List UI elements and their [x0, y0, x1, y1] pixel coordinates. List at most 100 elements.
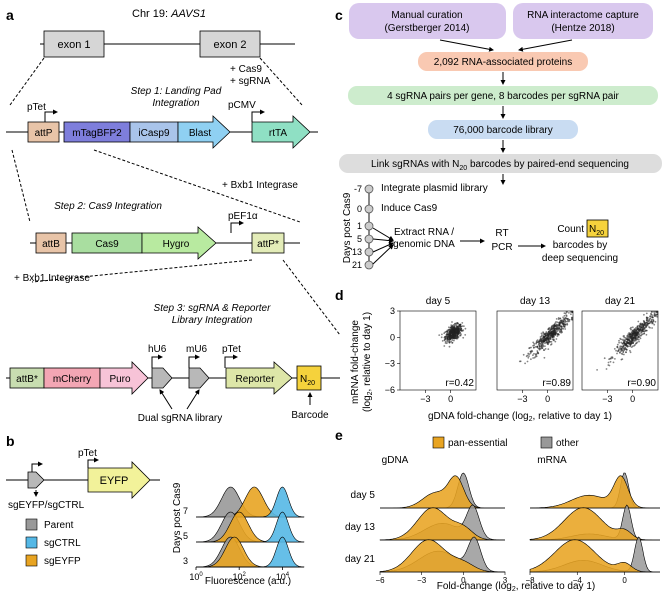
- d-point-2-390: [643, 332, 645, 335]
- d-point-1-316: [556, 321, 559, 324]
- d-point-1-96: [568, 320, 571, 323]
- extract-line2: genomic DNA: [393, 239, 455, 250]
- panel-e-label: e: [335, 427, 343, 443]
- d-point-0-465: [441, 333, 443, 336]
- d-point-2-471: [633, 337, 636, 340]
- e-xtick-label-0-3: 3: [503, 576, 508, 585]
- d-point-1-445: [564, 323, 566, 326]
- b-xtick-label-1: 102: [233, 572, 247, 582]
- d-point-2-293: [643, 313, 645, 316]
- d-point-0-488: [445, 338, 447, 340]
- d-point-1-420: [536, 341, 539, 343]
- d-point-0-262: [448, 345, 451, 348]
- d-point-1-424: [566, 323, 569, 326]
- d-point-1-494: [551, 335, 554, 338]
- e-xtick-label-0-0: 0: [461, 576, 466, 585]
- d-point-1-496: [545, 337, 548, 339]
- d-point-2-255: [651, 322, 653, 325]
- d-point-1-452: [559, 317, 562, 320]
- d-point-1-411: [563, 325, 565, 327]
- d-point-2-474: [635, 342, 638, 345]
- d-xtick-label-1--3: −3: [517, 394, 527, 404]
- pcr-text: PCR: [491, 242, 512, 253]
- legend-sgeyfp: sgEYFP: [44, 556, 81, 567]
- source1-line2: (Gerstberger 2014): [384, 23, 469, 34]
- d-point-2-294: [644, 330, 646, 332]
- d-point-2-372: [650, 312, 652, 315]
- legend-other: other: [556, 438, 579, 449]
- mu6-label: mU6: [186, 344, 208, 355]
- d-point-2-429: [642, 324, 644, 327]
- d-point-1-333: [551, 327, 554, 330]
- d-point-0-322: [454, 324, 456, 327]
- b-xtick-exp-0: 0: [199, 572, 203, 578]
- d-point-0-443: [443, 339, 446, 342]
- d-point-1-451: [533, 356, 536, 359]
- ptet-label: pTet: [27, 102, 46, 113]
- d-ytick-label--6: −6: [385, 385, 395, 395]
- legend-pan-swatch: [432, 436, 445, 449]
- d-point-0-469: [446, 330, 449, 333]
- d-point-1-489: [550, 343, 553, 345]
- d-point-2-495: [639, 322, 642, 325]
- d-point-1-457: [529, 350, 532, 353]
- d-point-1-394: [540, 335, 543, 338]
- d-point-1-208: [524, 362, 526, 365]
- hygro-arrow: [141, 226, 217, 260]
- d-point-2-227: [634, 344, 636, 346]
- d-point-2-399: [622, 338, 624, 341]
- d-point-2-432: [616, 346, 619, 348]
- chr-title: Chr 19: AAVS1: [132, 8, 206, 20]
- library-text: 76,000 barcode library: [453, 125, 553, 136]
- d-point-1-434: [555, 326, 558, 328]
- d-point-0-315: [460, 327, 463, 330]
- icasp9-label: iCasp9: [138, 128, 170, 139]
- d-point-2-366: [626, 335, 629, 338]
- panel-d-label: d: [335, 287, 344, 303]
- bxb1-2: + Bxb1 Integrase: [14, 273, 90, 284]
- d-point-0-237: [461, 322, 464, 324]
- d-point-2-405: [624, 343, 627, 345]
- pcmv-label: pCMV: [228, 100, 256, 111]
- d-point-2-442: [629, 343, 632, 346]
- d-point-1-360: [547, 339, 549, 342]
- source2-line2: (Hentze 2018): [551, 23, 614, 34]
- d-point-0-312: [455, 323, 458, 326]
- d-point-1-276: [536, 339, 539, 341]
- d-point-1-404: [547, 335, 550, 337]
- d-point-1-286: [568, 312, 570, 314]
- d-ytick-label-0: 0: [390, 332, 395, 342]
- d-ytick-label--3: −3: [385, 359, 395, 369]
- d-point-1-478: [571, 311, 574, 313]
- d-point-2-388: [625, 351, 627, 353]
- d-point-2-497: [610, 356, 613, 359]
- timeline-dot-1: [364, 221, 374, 231]
- d-point-0-482: [443, 336, 446, 339]
- d-point-2-486: [630, 333, 632, 336]
- d-point-2-267: [645, 333, 648, 336]
- reporter-label: Reporter: [236, 374, 276, 385]
- panel-e: e pan-essential other gDNA mRNA day 5day…: [335, 427, 660, 593]
- d-point-1-315: [562, 321, 565, 323]
- d-point-1-491: [558, 329, 561, 331]
- d-point-1-340: [556, 328, 559, 330]
- legend-pan: pan-essential: [448, 438, 507, 449]
- d-point-2-461: [630, 331, 633, 334]
- d-point-2-386: [623, 349, 626, 352]
- d-point-0-460: [454, 333, 457, 336]
- d-point-0-484: [458, 324, 461, 327]
- d-point-0-283: [453, 339, 455, 342]
- d-point-2-416: [641, 333, 644, 336]
- count-line3: deep sequencing: [542, 253, 618, 264]
- d-point-1-442: [547, 342, 549, 345]
- d-point-1-455: [557, 326, 560, 329]
- construct-label: sgEYFP/sgCTRL: [8, 500, 85, 511]
- panel-d: d mRNA fold-change (log2, relative to da…: [335, 287, 659, 423]
- d-point-2-455: [626, 345, 628, 348]
- integrate-text: Integrate plasmid library: [381, 183, 488, 194]
- d-ytick-label-3: 3: [390, 306, 395, 316]
- timeline-day--7: -7: [354, 184, 362, 194]
- d-point-2-484: [628, 337, 630, 340]
- d-point-2-456: [636, 337, 639, 340]
- d-point-1-339: [527, 352, 530, 355]
